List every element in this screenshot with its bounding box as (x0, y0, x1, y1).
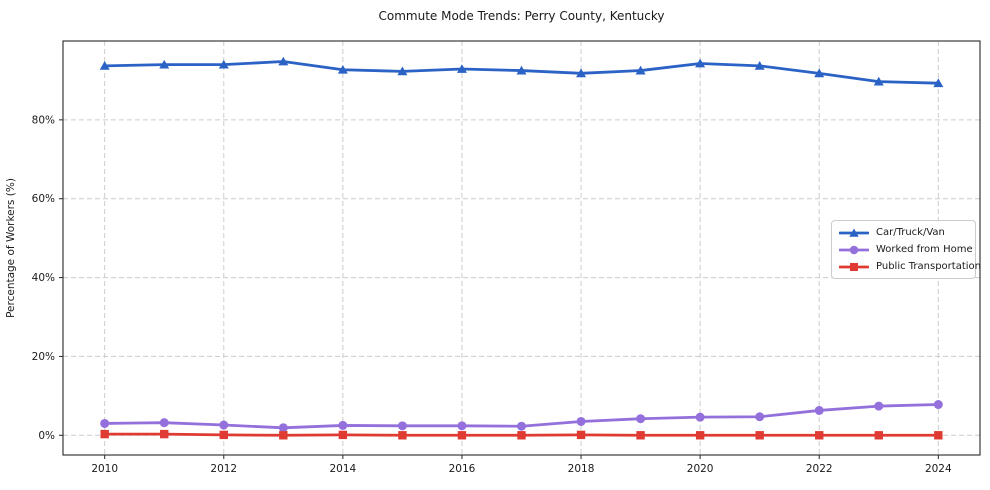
legend-line-triangle-icon (839, 226, 869, 240)
square-marker (934, 431, 943, 440)
square-marker (695, 431, 705, 440)
legend-line-circle-icon (839, 243, 869, 257)
legend-item-public-transportation: Public Transportation (839, 260, 981, 274)
legend-item-worked-from-home: Worked from Home (839, 243, 973, 257)
square-marker (279, 431, 288, 440)
triangle-marker (933, 78, 944, 88)
y-axis-label: Percentage of Workers (%) (5, 178, 17, 318)
square-marker (160, 429, 169, 439)
legend-sample-circle (839, 245, 869, 254)
tick-labels: 2010 2012 2014 2016 2018 2020 2022 2024 0% 20% 40%… (32, 114, 952, 475)
square-marker (850, 262, 858, 271)
legend-sample-triangle (839, 227, 869, 237)
square-marker (874, 431, 883, 440)
square-marker (636, 431, 645, 440)
triangle-marker (814, 68, 825, 78)
legend-sample-square (839, 262, 869, 271)
y-tick-label: 40% (32, 272, 55, 284)
triangle-marker (873, 76, 884, 86)
square-marker (219, 430, 228, 440)
triangle-marker (516, 65, 527, 75)
square-marker (517, 431, 526, 440)
chart-title: Commute Mode Trends: Perry County, Kentu… (378, 9, 665, 23)
square-marker (755, 431, 764, 440)
x-tick-label: 2022 (806, 463, 833, 475)
circle-marker (338, 420, 348, 430)
series-public-transportation (100, 429, 943, 440)
circle-marker (457, 421, 467, 431)
square-marker (338, 430, 348, 440)
legend-label-car-truck-van: Car/Truck/Van (876, 226, 945, 238)
series-car-truck-van (99, 56, 944, 88)
triangle-marker (218, 59, 229, 69)
y-tick-label: 0% (38, 430, 55, 442)
square-marker (576, 430, 586, 440)
circle-marker (636, 414, 646, 424)
x-tick-label: 2014 (329, 463, 356, 475)
series-worked-from-home (100, 400, 943, 433)
x-tick-label: 2010 (91, 463, 118, 475)
square-marker (100, 429, 109, 439)
legend: Car/Truck/Van Worked from Home Public Tr… (831, 220, 981, 279)
square-marker (398, 431, 407, 440)
circle-marker (576, 416, 586, 426)
circle-marker (397, 421, 407, 431)
circle-marker (814, 405, 824, 415)
triangle-marker (159, 59, 170, 69)
circle-marker (517, 421, 526, 431)
circle-marker (278, 423, 288, 433)
circle-marker (100, 418, 110, 428)
square-marker (815, 431, 824, 440)
x-tick-label: 2024 (925, 463, 952, 475)
x-tick-label: 2018 (568, 463, 595, 475)
triangle-marker (278, 56, 289, 66)
legend-label-public-transportation: Public Transportation (876, 260, 981, 272)
triangle-marker (695, 58, 706, 68)
x-tick-label: 2012 (210, 463, 237, 475)
y-tick-label: 80% (32, 114, 55, 126)
circle-marker (695, 412, 705, 422)
tick-marks (59, 119, 939, 459)
triangle-marker (849, 227, 859, 237)
circle-marker (159, 418, 169, 428)
legend-line-square-icon (839, 260, 869, 274)
circle-marker (933, 400, 943, 410)
triangle-marker (99, 61, 110, 70)
circle-marker (755, 412, 765, 422)
triangle-marker (576, 68, 587, 78)
triangle-marker (456, 64, 467, 73)
y-tick-label: 60% (32, 193, 55, 205)
circle-marker (874, 401, 884, 411)
y-tick-label: 20% (32, 351, 55, 363)
triangle-marker (754, 61, 765, 70)
plot-border (62, 40, 981, 456)
x-tick-label: 2016 (449, 463, 476, 475)
circle-marker (219, 420, 229, 430)
triangle-marker (397, 66, 408, 76)
square-marker (457, 431, 467, 440)
triangle-marker (635, 65, 646, 75)
x-tick-label: 2020 (687, 463, 714, 475)
legend-label-worked-from-home: Worked from Home (876, 243, 973, 255)
gridlines (63, 41, 980, 455)
legend-item-car-truck-van: Car/Truck/Van (839, 226, 968, 240)
circle-marker (849, 245, 859, 254)
triangle-marker (337, 64, 348, 74)
